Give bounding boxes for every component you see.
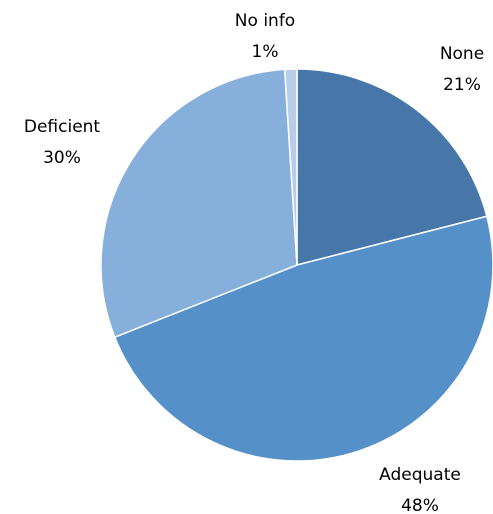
pie-slices [100,68,493,462]
slice-label-deficient: Deficient [24,117,101,137]
pie-slice-adequate [113,215,493,462]
slice-label-adequate: Adequate [379,465,461,485]
pie-slice-deficient [100,68,298,339]
slice-value-none: 21% [443,75,481,95]
slice-value-deficient: 30% [43,148,81,168]
slice-value-no-info: 1% [252,42,279,62]
pie-slice-none [296,68,488,266]
slice-value-adequate: 48% [401,496,439,514]
slice-label-none: None [440,44,484,64]
slice-label-no-info: No info [235,11,295,31]
pie-labels: None 21% Adequate 48% Deficient 30% No info 1% [24,11,484,514]
pie-slice-no-info [283,68,298,266]
